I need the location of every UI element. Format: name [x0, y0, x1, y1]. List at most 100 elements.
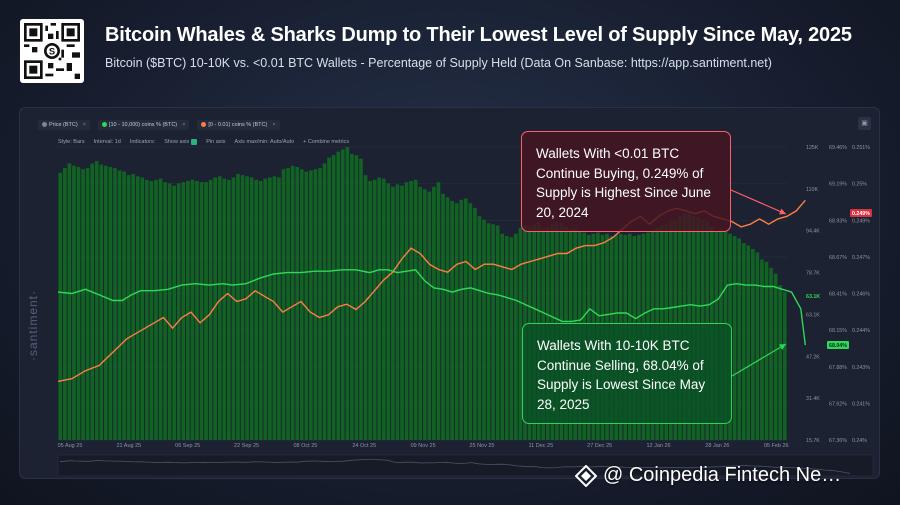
price-bar	[486, 223, 491, 440]
price-bar	[454, 203, 459, 440]
pin-axis-toggle[interactable]: Pin axis	[206, 138, 226, 145]
price-bar	[473, 207, 477, 440]
price-bar	[245, 176, 249, 441]
price-bar	[386, 183, 391, 440]
whales-axis-tick-label: 68.93%	[829, 218, 847, 224]
show-axis-toggle[interactable]: Show axis	[164, 138, 198, 145]
price-bar	[327, 157, 331, 440]
legend-item-retail[interactable]: [0 - 0.01) coins % (BTC) ×	[197, 119, 280, 130]
price-bar	[737, 238, 741, 440]
retail-axis-tick-label: 0.24%	[852, 438, 867, 444]
price-bar	[227, 179, 231, 441]
price-bar	[122, 171, 126, 440]
retail-axis-tick-label: 0.246%	[852, 292, 870, 298]
price-bar	[381, 178, 386, 441]
price-bar	[422, 189, 427, 440]
price-bar	[363, 175, 368, 441]
price-bar	[240, 175, 245, 441]
price-bar	[372, 179, 377, 441]
price-bar	[732, 236, 737, 440]
price-bar	[418, 186, 423, 440]
close-icon[interactable]: ×	[182, 121, 186, 128]
price-current-badge-label: 63.1K	[806, 294, 820, 300]
whales-axis-tick-label: 68.67%	[829, 255, 847, 261]
price-bar	[213, 177, 218, 441]
svg-text:S: S	[49, 46, 55, 56]
navigator-line	[59, 458, 851, 474]
retail-current-badge	[850, 209, 872, 217]
x-tick-label: 27 Dec 25	[587, 443, 612, 449]
price-axis-tick-label: 47.2K	[806, 354, 820, 360]
legend-item-whales[interactable]: [10 - 10,000) coins % (BTC) ×	[97, 119, 190, 130]
retail-axis-tick-label: 0.243%	[852, 365, 870, 371]
price-axis-tick-label: 78.7K	[806, 271, 820, 277]
price-bar	[190, 179, 195, 441]
price-bar	[76, 166, 81, 440]
price-bar	[135, 176, 140, 441]
settings-icon[interactable]: ▣	[858, 117, 871, 130]
price-bar	[63, 168, 67, 440]
price-bar	[281, 169, 286, 440]
retail-axis-tick-label: 0.25%	[852, 182, 867, 188]
x-tick-label: 11 Dec 25	[528, 443, 553, 449]
price-bar	[318, 168, 322, 440]
x-tick-label: 09 Nov 25	[411, 443, 436, 449]
whales-axis-tick-label: 69.46%	[829, 145, 847, 151]
axis-max-min-select[interactable]: Axis max/min: Auto/Auto	[234, 138, 295, 145]
price-bar	[81, 169, 85, 440]
price-bar	[504, 236, 509, 440]
x-tick-label: 28 Jan 26	[705, 443, 729, 449]
price-current-badge	[804, 292, 826, 300]
x-tick-label: 12 Jan 26	[646, 443, 670, 449]
price-bar	[90, 163, 94, 440]
combine-metrics-button[interactable]: + Combine metrics	[303, 138, 350, 145]
price-bar	[304, 171, 309, 440]
price-bar	[354, 155, 359, 441]
price-bar	[131, 173, 136, 440]
price-bar	[764, 261, 769, 440]
retail-axis-tick-label: 0.244%	[852, 328, 870, 334]
whales-axis-tick-label: 67.88%	[829, 365, 847, 371]
price-bar	[413, 179, 418, 441]
price-bar	[154, 179, 158, 441]
navigator-strip	[57, 454, 874, 477]
price-bar	[482, 219, 486, 440]
price-bar	[409, 180, 413, 440]
price-bar	[258, 180, 263, 440]
legend-whales-label: [10 - 10,000) coins % (BTC)	[108, 121, 178, 128]
indicators-select[interactable]: Indicators:	[129, 138, 156, 145]
price-bar	[286, 168, 290, 440]
price-bar	[436, 182, 441, 440]
close-icon[interactable]: ×	[82, 121, 86, 128]
checkbox-icon	[191, 138, 198, 145]
price-bar	[195, 180, 199, 440]
price-bar	[85, 168, 90, 440]
x-tick-label: 22 Sep 25	[234, 443, 259, 449]
price-bar	[67, 163, 72, 440]
price-bar	[432, 186, 436, 440]
price-bar	[400, 185, 404, 440]
price-bar	[199, 182, 204, 440]
price-bar	[236, 173, 240, 440]
price-bar	[404, 182, 409, 440]
price-bar	[140, 177, 145, 441]
price-bar	[322, 163, 327, 440]
retail-axis-tick-label: 0.241%	[852, 401, 870, 407]
price-bar	[204, 182, 208, 440]
page-subtitle: Bitcoin ($BTC) 10-10K vs. <0.01 BTC Wall…	[105, 56, 772, 70]
whales-series-line	[57, 269, 806, 346]
style-select[interactable]: Style: Bars	[58, 138, 85, 145]
interval-select[interactable]: Interval: 1d	[93, 138, 121, 145]
price-bar	[263, 178, 268, 441]
price-bar	[249, 177, 254, 441]
close-icon[interactable]: ×	[272, 121, 276, 128]
price-bar	[760, 259, 764, 440]
price-bar	[268, 177, 272, 441]
price-bar	[350, 154, 354, 441]
retail-arrow-head	[779, 208, 786, 215]
price-bar	[518, 227, 523, 440]
legend-item-price[interactable]: Price (BTC) ×	[38, 119, 90, 130]
legend-retail-dot-icon	[201, 122, 207, 127]
price-bar	[108, 166, 113, 440]
